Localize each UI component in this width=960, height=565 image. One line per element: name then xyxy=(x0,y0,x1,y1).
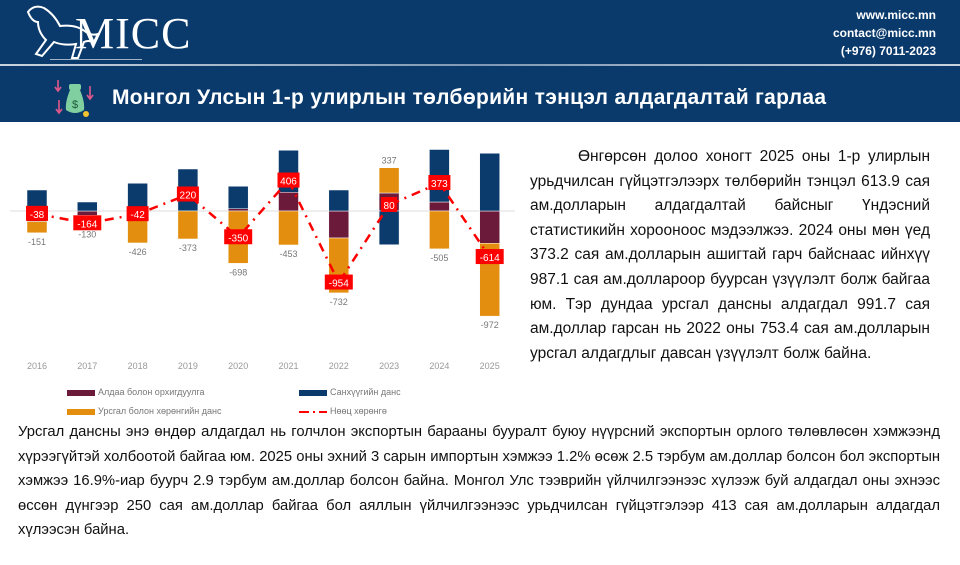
reserves-data-label: -350 xyxy=(228,233,248,244)
bar-current xyxy=(177,210,199,240)
legend-swatch xyxy=(67,408,95,415)
x-tick-label: 2021 xyxy=(278,361,298,371)
brand-logo: MICC xyxy=(75,9,192,58)
reserves-label-box xyxy=(428,175,451,191)
reserves-label-box xyxy=(381,197,398,212)
x-tick-label: 2025 xyxy=(480,361,500,371)
legend-label: Нөөц хөрөнгө xyxy=(330,406,387,416)
reserves-label-box xyxy=(26,205,48,221)
current-data-label: -972 xyxy=(481,320,499,330)
bar-errors xyxy=(479,210,500,244)
bar-current xyxy=(26,221,48,234)
current-data-label: -130 xyxy=(78,229,96,239)
legend-swatch xyxy=(67,389,95,396)
contact-info: www.micc.mn contact@micc.mn (+976) 7011-… xyxy=(833,6,936,60)
bar-errors xyxy=(328,210,350,239)
legend-errors: Алдаа болон орхигдуулга xyxy=(67,387,205,397)
balance-of-payments-chart: -151 2016 -130 2017 -426 2018 -373 2019 -698 2020… xyxy=(10,149,515,371)
bar-financial xyxy=(479,153,500,212)
x-tick-label: 2018 xyxy=(128,361,148,371)
bar-financial xyxy=(77,201,98,212)
reserves-label-box xyxy=(176,186,199,202)
reserves-label-box xyxy=(73,215,102,231)
reserves-label-box xyxy=(224,229,253,245)
email-link[interactable]: contact@micc.mn xyxy=(832,26,936,40)
svg-text:$: $ xyxy=(72,99,78,111)
legend-swatch xyxy=(299,389,327,396)
x-tick-label: 2023 xyxy=(379,361,399,371)
current-data-label: -453 xyxy=(279,249,297,259)
horse-logo-icon xyxy=(26,5,100,59)
x-tick-label: 2022 xyxy=(329,361,349,371)
bar-financial xyxy=(227,186,249,209)
paragraph-details: Урсгал дансны энэ өндөр алдагдал нь голч… xyxy=(18,424,940,538)
current-data-label: -505 xyxy=(430,253,448,263)
reserves-data-label: -42 xyxy=(130,210,145,221)
website-link[interactable]: www.micc.mn xyxy=(856,8,936,22)
phone-number: (+976) 7011-2023 xyxy=(840,44,936,58)
reserves-data-label: -954 xyxy=(329,279,349,290)
reserves-label-box xyxy=(475,249,504,265)
legend-current: Урсгал болон хөрөнгийн данс xyxy=(67,406,221,416)
reserves-label-box xyxy=(126,206,149,222)
bar-current xyxy=(429,210,450,250)
reserves-data-label: 406 xyxy=(280,177,297,188)
current-data-label: -426 xyxy=(129,247,147,257)
bar-financial xyxy=(328,189,350,212)
bar-errors xyxy=(77,210,98,216)
legend-label: Санхүүгийн данс xyxy=(330,387,401,397)
reserves-data-label: 373 xyxy=(431,179,448,190)
money-bag-down-arrows-icon: $ xyxy=(54,80,94,117)
logo-underline xyxy=(50,59,142,60)
x-tick-label: 2016 xyxy=(27,361,47,371)
bar-current xyxy=(378,167,400,194)
x-tick-label: 2020 xyxy=(228,361,248,371)
current-data-label: -373 xyxy=(179,243,197,253)
legend-financial: Санхүүгийн данс xyxy=(299,387,401,397)
bar-errors xyxy=(429,201,450,212)
reserves-data-label: -164 xyxy=(77,219,97,230)
header-banner: MICC www.micc.mn contact@micc.mn (+976) … xyxy=(0,0,960,122)
x-tick-label: 2017 xyxy=(77,361,97,371)
paragraph-summary: Өнгөрсөн долоо хоногт 2025 оны 1-р улирл… xyxy=(530,148,930,362)
header-divider xyxy=(0,64,960,66)
bar-errors xyxy=(227,208,249,212)
bar-financial xyxy=(127,183,148,209)
reserves-data-label: 220 xyxy=(180,191,197,202)
reserves-label-box xyxy=(324,274,353,290)
legend-reserves: Нөөц хөрөнгө xyxy=(299,406,387,416)
x-tick-label: 2024 xyxy=(429,361,449,371)
legend-label: Урсгал болон хөрөнгийн данс xyxy=(98,406,222,416)
current-data-label: -151 xyxy=(28,237,46,247)
reserves-line xyxy=(36,178,491,286)
current-data-label: 337 xyxy=(382,156,397,166)
reserves-data-label: 80 xyxy=(384,201,396,212)
current-data-label: -698 xyxy=(229,267,247,277)
current-data-label: -732 xyxy=(330,297,348,307)
bar-current xyxy=(278,210,299,246)
reserves-label-box xyxy=(277,172,300,188)
reserves-data-label: -38 xyxy=(30,210,45,221)
reserves-data-label: -614 xyxy=(480,253,500,264)
page-title: Монгол Улсын 1-р улирлын төлбөрийн тэнцэ… xyxy=(112,86,827,109)
x-tick-label: 2019 xyxy=(178,361,198,371)
legend-swatch xyxy=(299,410,327,413)
legend-label: Алдаа болон орхигдуулга xyxy=(98,387,205,397)
